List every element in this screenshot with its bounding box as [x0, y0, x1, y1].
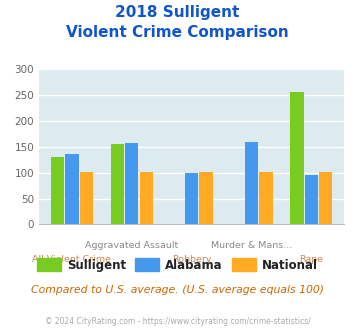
Text: All Violent Crime: All Violent Crime — [32, 255, 111, 264]
Text: Violent Crime Comparison: Violent Crime Comparison — [66, 25, 289, 40]
Bar — [185, 173, 198, 224]
Text: Compared to U.S. average. (U.S. average equals 100): Compared to U.S. average. (U.S. average … — [31, 285, 324, 295]
Bar — [245, 142, 258, 224]
Bar — [65, 154, 78, 224]
Text: Robbery: Robbery — [172, 255, 212, 264]
Bar — [51, 157, 64, 224]
Text: © 2024 CityRating.com - https://www.cityrating.com/crime-statistics/: © 2024 CityRating.com - https://www.city… — [45, 317, 310, 326]
Bar — [80, 172, 93, 224]
Legend: Sulligent, Alabama, National: Sulligent, Alabama, National — [33, 253, 322, 276]
Bar — [305, 175, 318, 224]
Bar — [125, 143, 138, 224]
Bar — [319, 172, 332, 224]
Text: 2018 Sulligent: 2018 Sulligent — [115, 5, 240, 20]
Bar — [200, 172, 213, 224]
Bar — [140, 172, 153, 224]
Bar — [290, 91, 304, 224]
Text: Murder & Mans...: Murder & Mans... — [211, 241, 292, 250]
Text: Aggravated Assault: Aggravated Assault — [85, 241, 179, 250]
Text: Rape: Rape — [299, 255, 323, 264]
Bar — [111, 144, 124, 224]
Bar — [259, 172, 273, 224]
